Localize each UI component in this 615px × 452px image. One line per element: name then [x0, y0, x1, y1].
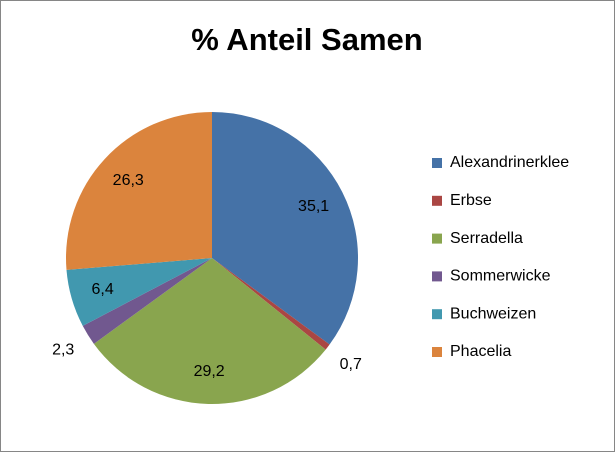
chart-title: % Anteil Samen — [191, 22, 422, 57]
data-label: 2,3 — [52, 342, 74, 359]
pie-slice — [66, 112, 213, 270]
legend-label: Serradella — [450, 230, 523, 247]
legend-label: Buchweizen — [450, 305, 536, 322]
data-label: 35,1 — [298, 198, 329, 215]
pie-slice — [82, 258, 212, 344]
legend-swatch — [432, 271, 442, 282]
legend-swatch — [432, 347, 442, 357]
pie-slice — [212, 258, 330, 350]
legend-swatch — [432, 158, 442, 168]
legend-swatch — [432, 233, 442, 244]
data-label: 29,2 — [194, 363, 225, 380]
legend-swatch — [432, 309, 442, 320]
data-label: 26,3 — [113, 172, 144, 189]
data-label: 0,7 — [340, 356, 362, 373]
legend-label: Sommerwicke — [450, 268, 551, 285]
data-label: 6,4 — [92, 281, 114, 298]
pie-slice — [66, 258, 212, 326]
legend-label: Alexandrinerklee — [450, 154, 569, 171]
pie-slice — [93, 258, 326, 404]
legend-label: Phacelia — [450, 343, 511, 360]
legend-swatch — [432, 195, 442, 206]
legend-label: Erbse — [450, 192, 492, 209]
pie-slice — [212, 112, 358, 345]
